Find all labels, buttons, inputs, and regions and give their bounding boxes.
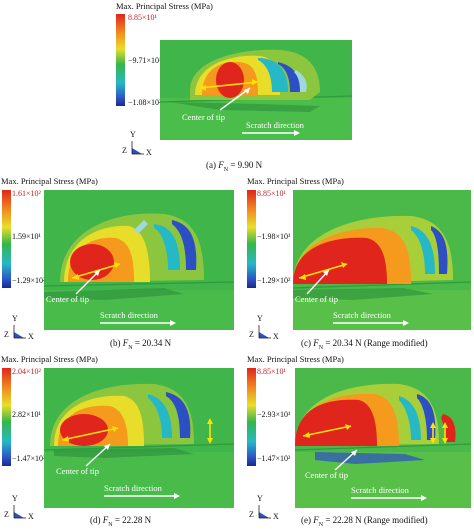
axis-z-label: Z xyxy=(122,146,127,155)
tick-max: 8.85×10¹ xyxy=(257,189,286,198)
legend-title: Max. Principal Stress (MPa) xyxy=(247,176,344,186)
axis-z-label: Z xyxy=(249,510,254,519)
center-of-tip-label: Center of tip xyxy=(56,466,99,476)
scratch-direction-label: Scratch direction xyxy=(333,310,392,320)
panel-d: Max. Principal Stress (MPa) 2.04×10² 2.8… xyxy=(0,352,237,529)
axis-z-label: Z xyxy=(4,510,9,519)
tick-min: −1.29×10² xyxy=(12,276,46,285)
center-of-tip-label: Center of tip xyxy=(182,112,225,122)
legend-title: Max. Principal Stress (MPa) xyxy=(1,176,98,186)
tick-min: −1.47×10² xyxy=(12,454,46,463)
axis-x-label: X xyxy=(146,148,152,157)
panel-b: Max. Principal Stress (MPa) 1.61×10² 1.5… xyxy=(0,176,237,351)
tick-min: −1.29×10² xyxy=(257,276,291,285)
center-of-tip-label: Center of tip xyxy=(295,294,338,304)
legend-title: Max. Principal Stress (MPa) xyxy=(1,354,98,364)
axis-y-label: Y xyxy=(257,494,263,503)
axis-y-label: Y xyxy=(257,314,263,323)
axis-x-label: X xyxy=(28,512,34,521)
stress-contour-plot: Center of tip Scratch direction xyxy=(44,190,234,330)
axis-triad: Y Z X xyxy=(249,494,279,521)
caption-c: (c) FN = 20.34 N (Range modified) xyxy=(301,338,428,351)
caption-b: (b) FN = 20.34 N xyxy=(110,338,172,351)
axis-z-label: Z xyxy=(249,330,254,339)
color-bar xyxy=(116,14,125,106)
axis-triad: Y Z X xyxy=(4,314,34,341)
stress-contour-plot: Center of tip Scratch direction xyxy=(293,190,471,330)
legend-title: Max. Principal Stress (MPa) xyxy=(247,354,344,364)
caption-d: (d) FN = 22.28 N xyxy=(90,515,152,528)
panel-c: Max. Principal Stress (MPa) 8.85×10¹ −1.… xyxy=(237,176,474,351)
axis-x-label: X xyxy=(273,512,279,521)
center-of-tip-label: Center of tip xyxy=(46,294,89,304)
color-bar xyxy=(247,368,256,466)
tick-max: 1.61×10² xyxy=(12,189,41,198)
panel-e: Max. Principal Stress (MPa) 8.85×10¹ −2.… xyxy=(237,352,474,529)
stress-contour-plot: Center of tip Scratch direction xyxy=(295,368,471,508)
scratch-direction-label: Scratch direction xyxy=(246,120,305,130)
axis-triad: Y Z X xyxy=(249,314,279,341)
tick-max: 2.04×10² xyxy=(12,367,41,376)
tick-mid: −2.93×10¹ xyxy=(257,410,291,419)
axis-z-label: Z xyxy=(4,330,9,339)
tick-mid: −9.71×10¹ xyxy=(128,56,162,65)
scratch-direction-label: Scratch direction xyxy=(100,310,159,320)
center-of-tip-label: Center of tip xyxy=(305,470,348,480)
tick-mid: 1.59×10¹ xyxy=(12,232,41,241)
scratch-direction-label: Scratch direction xyxy=(104,483,163,493)
axis-x-label: X xyxy=(28,332,34,341)
axis-y-label: Y xyxy=(12,494,18,503)
scratch-direction-label: Scratch direction xyxy=(351,485,410,495)
tick-min: −1.47×10² xyxy=(257,454,291,463)
color-bar xyxy=(247,190,256,288)
caption-e: (e) FN = 22.28 N (Range modified) xyxy=(301,515,428,528)
caption-a: (a) FN = 9.90 N xyxy=(206,160,263,173)
tick-mid: 2.82×10¹ xyxy=(12,410,41,419)
axis-y-label: Y xyxy=(12,314,18,323)
color-bar xyxy=(2,368,11,466)
panel-a: Max. Principal Stress (MPa) 8.85×10¹ −9.… xyxy=(0,0,474,175)
axis-triad: Y Z X xyxy=(4,494,34,521)
axis-y-label: Y xyxy=(130,130,136,139)
tick-mid: −1.98×10¹ xyxy=(257,232,291,241)
stress-contour-plot: Center of tip Scratch direction xyxy=(160,40,352,140)
tick-min: −1.08×10² xyxy=(128,98,162,107)
axis-x-label: X xyxy=(273,332,279,341)
tick-max: 8.85×10¹ xyxy=(128,13,157,22)
stress-contour-plot: Center of tip Scratch direction xyxy=(44,368,234,508)
tick-max: 8.85×10¹ xyxy=(257,367,286,376)
legend-title: Max. Principal Stress (MPa) xyxy=(116,1,213,11)
color-bar xyxy=(2,190,11,288)
axis-triad: Y Z X xyxy=(122,130,152,157)
